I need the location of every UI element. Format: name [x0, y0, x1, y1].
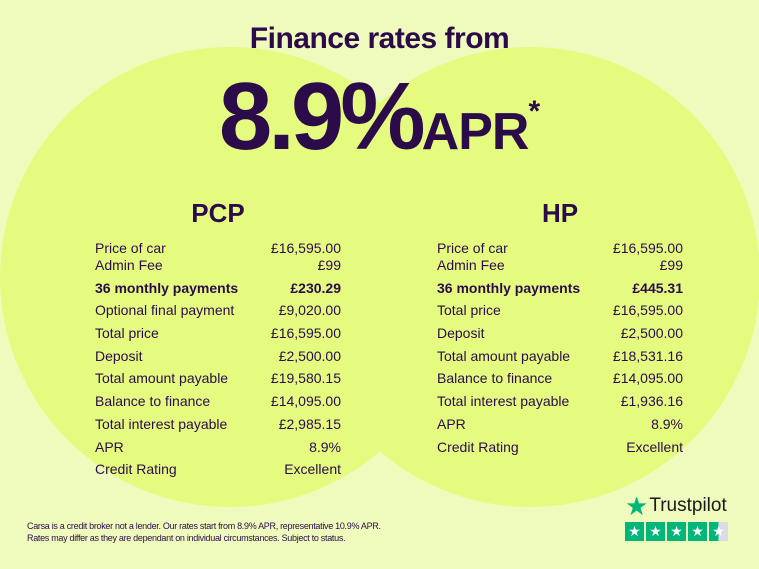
trustpilot-badge[interactable]: ★ Trustpilot ★ ★ ★ ★ ★: [625, 490, 728, 541]
row-label: Total amount payable: [437, 347, 571, 364]
table-row: Total price £16,595.00: [437, 302, 683, 319]
row-value: £18,531.16: [612, 347, 683, 364]
row-value: £445.31: [632, 279, 683, 296]
headline: Finance rates from: [249, 22, 510, 55]
trustpilot-label: Trustpilot: [649, 495, 727, 516]
table-row: Total price £16,595.00: [95, 325, 341, 342]
row-label: Admin Fee: [95, 257, 163, 273]
row-value: £16,595.00: [612, 240, 683, 256]
row-label: APR: [437, 415, 466, 432]
row-label: Total price: [437, 302, 501, 319]
row-value: 8.9%: [651, 415, 683, 432]
row-label: Credit Rating: [95, 461, 177, 478]
row-value: Excellent: [626, 438, 683, 455]
plan-title: HP: [541, 198, 579, 228]
disclaimer-line: Rates may differ as they are dependant o…: [27, 533, 346, 543]
row-value: Excellent: [284, 461, 341, 478]
row-value: £2,500.00: [278, 347, 341, 364]
row-value: £14,095.00: [270, 393, 341, 410]
row-label: APR: [95, 438, 124, 455]
plan-title: PCP: [191, 198, 245, 228]
row-label: Deposit: [437, 325, 485, 342]
table-row: Deposit £2,500.00: [437, 325, 683, 342]
row-label: 36 monthly payments: [95, 279, 239, 296]
table-row: Price of car £16,595.00: [95, 240, 341, 257]
row-value: £99: [659, 257, 683, 273]
row-value: 8.9%: [309, 438, 341, 455]
table-row: APR 8.9%: [437, 416, 683, 433]
star-icon: ★: [646, 522, 665, 541]
rate-suffix: APR: [421, 103, 530, 161]
table-row: APR 8.9%: [95, 439, 341, 456]
row-label: Total interest payable: [437, 393, 570, 410]
row-label: Price of car: [95, 240, 166, 256]
row-value: £16,595.00: [270, 325, 341, 342]
row-label: 36 monthly payments: [437, 279, 581, 296]
half-star-icon: ★: [709, 522, 728, 541]
table-row: 36 monthly payments £445.31: [437, 280, 683, 297]
star-icon: ★: [625, 522, 644, 541]
star-icon: ★: [688, 522, 707, 541]
star-icon: ★: [667, 522, 686, 541]
asterisk: *: [528, 95, 541, 128]
row-value: £19,580.15: [270, 370, 341, 387]
row-value: £99: [317, 257, 341, 273]
row-value: £2,985.15: [278, 415, 341, 432]
row-value: £230.29: [290, 279, 341, 296]
row-label: Total price: [95, 325, 159, 342]
table-row: Deposit £2,500.00: [95, 348, 341, 365]
table-row: Admin Fee £99: [95, 257, 341, 274]
table-row: Balance to finance £14,095.00: [95, 393, 341, 410]
row-label: Deposit: [95, 347, 143, 364]
disclaimer-line: Carsa is a credit broker not a lender. O…: [27, 521, 381, 531]
table-row: Total amount payable £18,531.16: [437, 348, 683, 365]
trustpilot-rating: ★ ★ ★ ★ ★: [625, 522, 728, 541]
row-value: £9,020.00: [278, 302, 341, 319]
rate-value: 8.9%: [218, 63, 426, 170]
rate-display: 8.9%APR*: [0, 62, 759, 172]
row-label: Credit Rating: [437, 438, 519, 455]
decorative-circle-right: [300, 47, 759, 507]
row-label: Balance to finance: [95, 393, 211, 410]
row-label: Optional final payment: [95, 302, 235, 319]
table-row: Credit Rating Excellent: [95, 461, 341, 478]
row-value: £2,500.00: [620, 325, 683, 342]
row-label: Total interest payable: [95, 415, 228, 432]
disclaimer: Carsa is a credit broker not a lender. O…: [27, 520, 381, 544]
table-row: Total interest payable £1,936.16: [437, 393, 683, 410]
row-value: £16,595.00: [612, 302, 683, 319]
row-value: £16,595.00: [270, 240, 341, 256]
table-row: Total interest payable £2,985.15: [95, 416, 341, 433]
table-row: Total amount payable £19,580.15: [95, 370, 341, 387]
row-label: Price of car: [437, 240, 508, 256]
table-row: Balance to finance £14,095.00: [437, 370, 683, 387]
row-label: Total amount payable: [95, 370, 229, 387]
plan-pcp: PCP Price of car £16,595.00 Admin Fee £99 36 …: [95, 198, 341, 484]
plan-hp: HP Price of car £16,595.00 Admin Fee £99 36 m…: [437, 198, 683, 461]
table-row: Optional final payment £9,020.00: [95, 302, 341, 319]
row-label: Balance to finance: [437, 370, 553, 387]
row-value: £14,095.00: [612, 370, 683, 387]
table-row: 36 monthly payments £230.29: [95, 280, 341, 297]
row-label: Admin Fee: [437, 257, 505, 273]
table-row: Price of car £16,595.00: [437, 240, 683, 257]
star-icon: ★: [625, 490, 649, 521]
table-row: Credit Rating Excellent: [437, 439, 683, 456]
row-value: £1,936.16: [620, 393, 683, 410]
table-row: Admin Fee £99: [437, 257, 683, 274]
